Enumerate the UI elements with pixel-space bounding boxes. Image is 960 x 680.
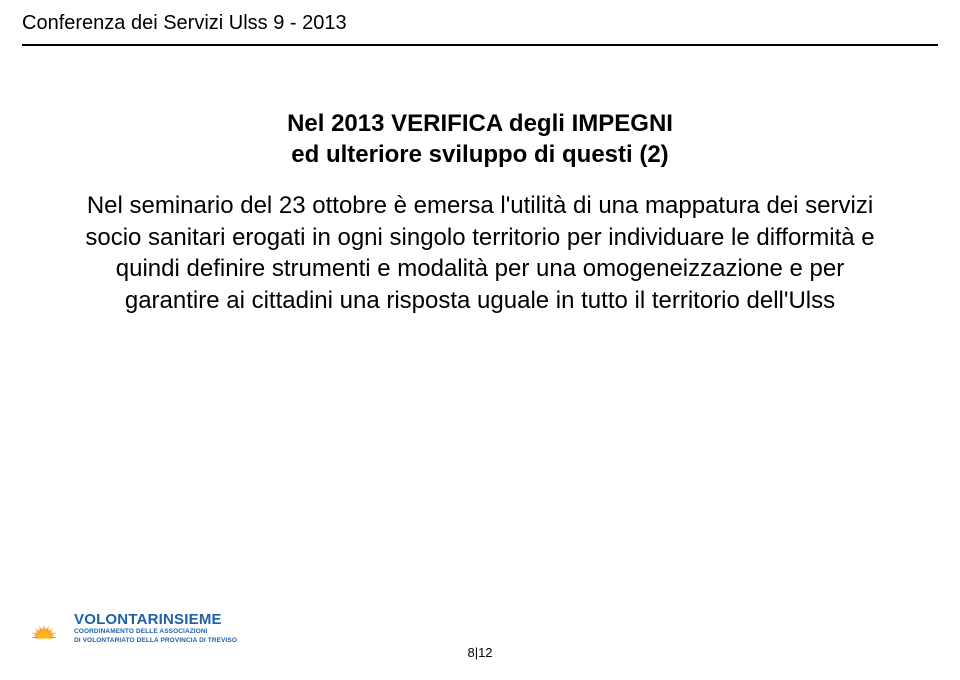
logo-brand: VOLONTARINSIEME <box>74 612 237 627</box>
page-total: 12 <box>478 645 492 660</box>
footer-logo: VOLONTARINSIEME COORDINAMENTO DELLE ASSO… <box>22 606 237 650</box>
title-block: Nel 2013 VERIFICA degli IMPEGNI ed ulter… <box>0 108 960 170</box>
page-current: 8 <box>467 645 474 660</box>
sun-icon <box>22 606 66 650</box>
header-rule <box>22 44 938 46</box>
page-number: 8|12 <box>0 645 960 660</box>
title-line2: ed ulteriore sviluppo di questi (2) <box>0 139 960 170</box>
title-line1: Nel 2013 VERIFICA degli IMPEGNI <box>0 108 960 139</box>
body-text: Nel seminario del 23 ottobre è emersa l'… <box>82 190 878 317</box>
logo-text: VOLONTARINSIEME COORDINAMENTO DELLE ASSO… <box>74 612 237 644</box>
logo-sub2: DI VOLONTARIATO DELLA PROVINCIA DI TREVI… <box>74 638 237 645</box>
logo-sub1: COORDINAMENTO DELLE ASSOCIAZIONI <box>74 629 237 636</box>
page-header: Conferenza dei Servizi Ulss 9 - 2013 <box>22 12 347 35</box>
